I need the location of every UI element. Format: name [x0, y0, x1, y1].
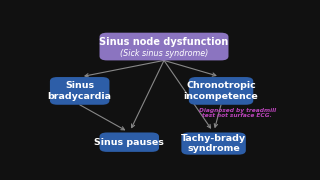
FancyBboxPatch shape: [100, 33, 228, 60]
FancyBboxPatch shape: [189, 77, 253, 105]
Text: Sinus node dysfunction: Sinus node dysfunction: [100, 37, 228, 47]
FancyBboxPatch shape: [50, 77, 109, 105]
FancyBboxPatch shape: [100, 132, 159, 152]
Text: Diagnosed by treadmill
test not surface ECG.: Diagnosed by treadmill test not surface …: [199, 108, 276, 118]
Text: Tachy-brady
syndrome: Tachy-brady syndrome: [181, 134, 246, 153]
Text: Sinus pauses: Sinus pauses: [94, 138, 164, 147]
Text: (Sick sinus syndrome): (Sick sinus syndrome): [120, 49, 208, 58]
Text: Sinus
bradycardia: Sinus bradycardia: [48, 81, 112, 101]
FancyBboxPatch shape: [181, 132, 246, 155]
Text: Chronotropic
incompetence: Chronotropic incompetence: [184, 81, 259, 101]
